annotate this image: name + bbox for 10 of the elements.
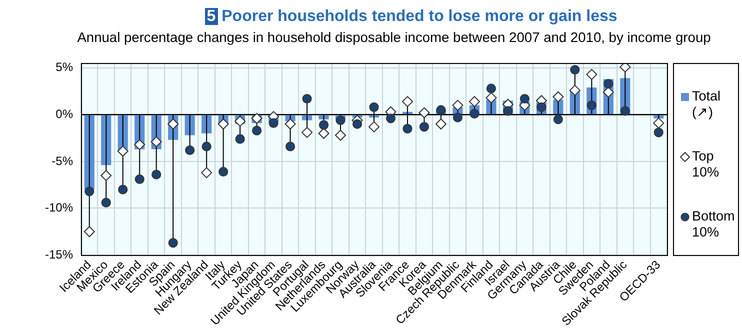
y-tick-label: 0%	[56, 106, 74, 121]
y-tick-label: 5%	[56, 60, 74, 74]
y-tick-label: -10%	[44, 200, 74, 215]
y-tick-label: -15%	[44, 247, 74, 262]
legend-label: Total (↗)	[692, 88, 721, 120]
legend-label: Top 10%	[692, 148, 720, 180]
legend-label: Bottom 10%	[692, 208, 735, 240]
y-tick-label: -5%	[52, 154, 74, 168]
chart-subtitle: Annual percentage changes in household disposable income between 2007 and 2010, by income group	[76, 30, 712, 45]
chart-title: 5 Poorer households tended to lose more or gain less	[206, 8, 618, 26]
